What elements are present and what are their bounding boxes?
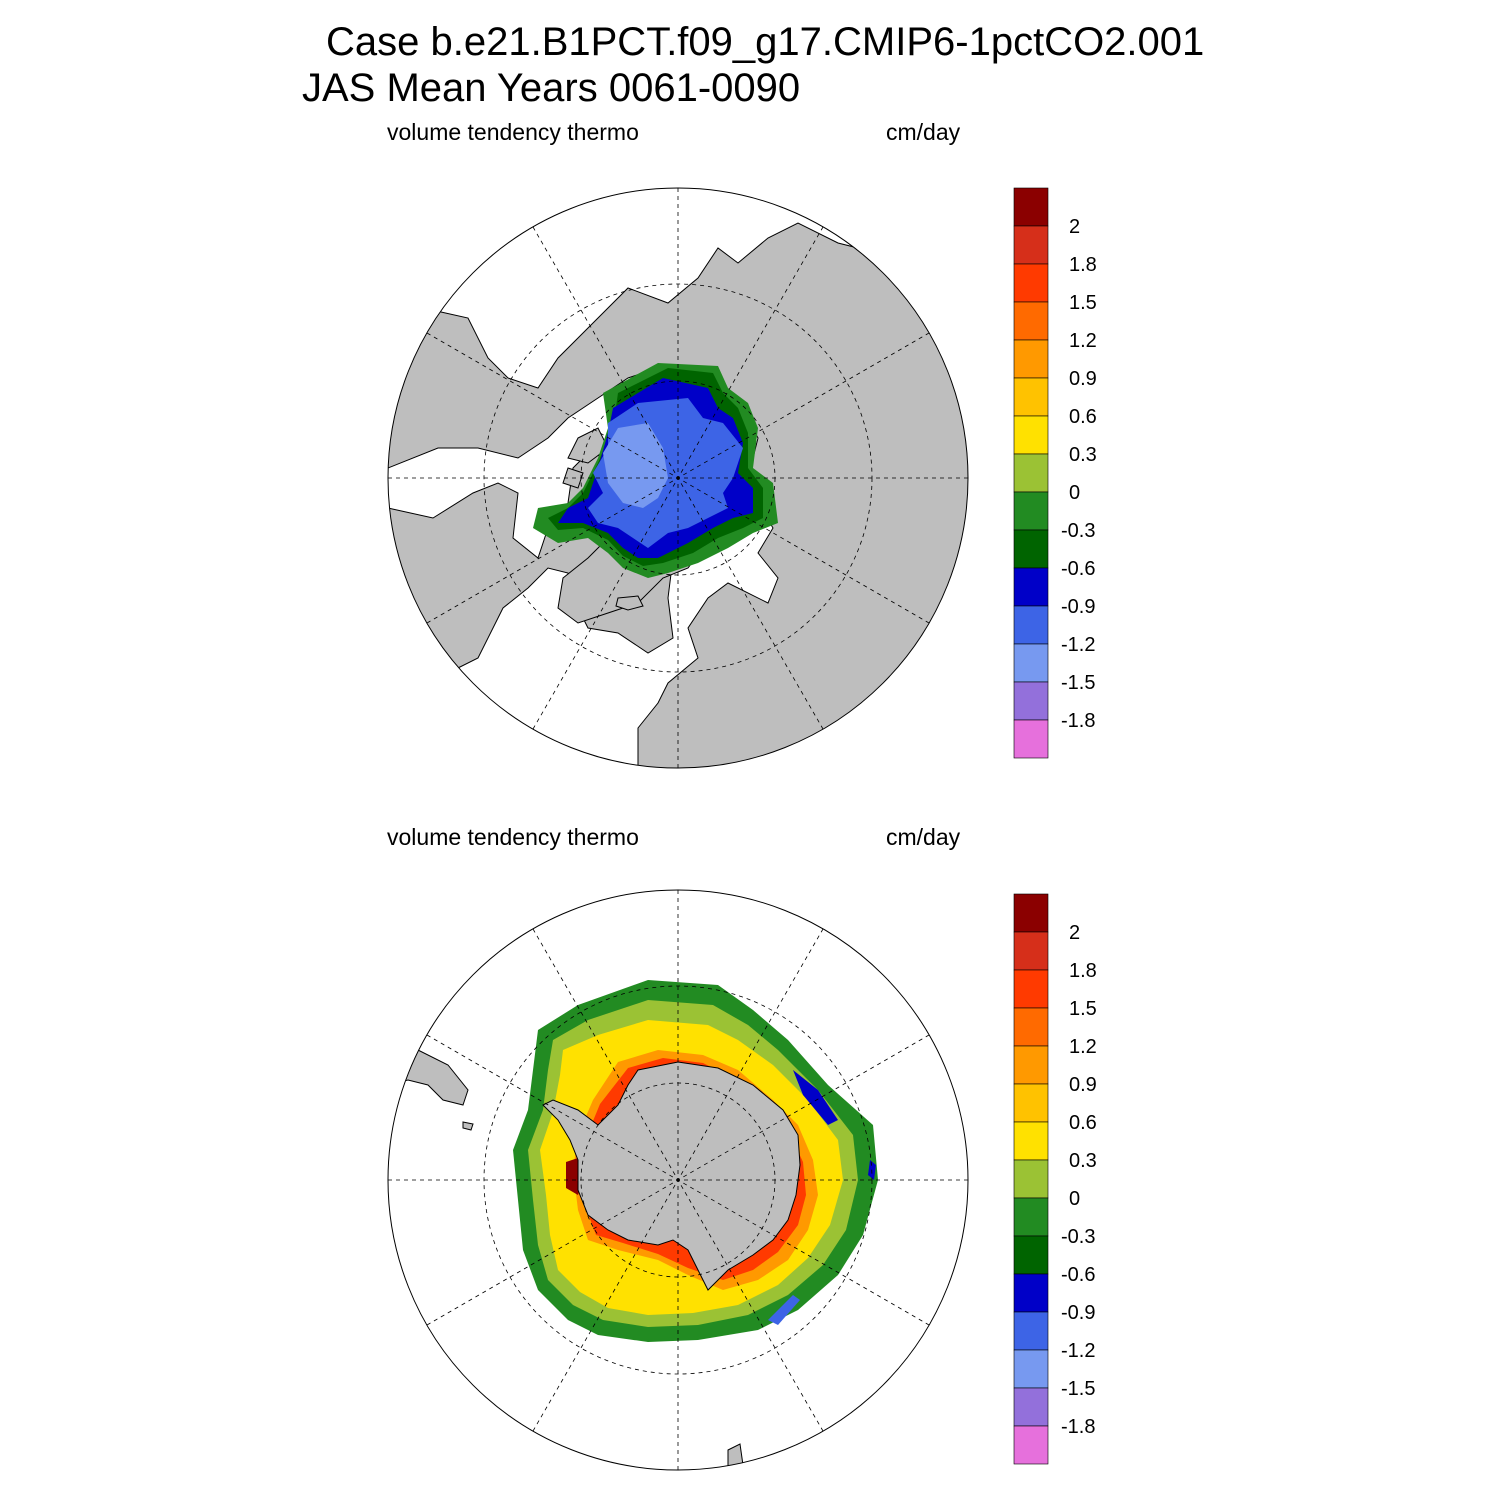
- south-colorbar-tick-label: 0.6: [1069, 1112, 1097, 1134]
- north-ice-field: [533, 363, 778, 578]
- north-colorbar-swatch-2: [1013, 263, 1049, 303]
- north-colorbar: 2 1.8 1.5 1.2 0.9 0.6 0.3 0 -0.3 -0.6 -0.9 -1.2 -1.5…: [1013, 187, 1097, 759]
- north-colorbar-tick-label: 1.8: [1069, 254, 1097, 276]
- north-map-border: [387, 187, 969, 769]
- south-colorbar-swatch-6: [1013, 1121, 1049, 1161]
- north-colorbar-tick-label: -0.9: [1061, 596, 1095, 618]
- south-colorbar-swatch-14: [1013, 1425, 1049, 1465]
- north-colorbar-tick-label: -0.3: [1061, 520, 1095, 542]
- north-colorbar-swatch-4: [1013, 339, 1049, 379]
- north-colorbar-swatch-14: [1013, 719, 1049, 759]
- north-colorbar-tick-label: 0.9: [1069, 368, 1097, 390]
- north-colorbar-swatch-10: [1013, 567, 1049, 607]
- north-colorbar-swatch-9: [1013, 529, 1049, 569]
- south-colorbar-tick-label: -0.9: [1061, 1302, 1095, 1324]
- north-panel-units-label: cm/day: [886, 119, 961, 145]
- south-colorbar-tick-label: 2: [1069, 922, 1080, 944]
- north-field-lightblue-region: [603, 423, 668, 508]
- figure-title-line2: JAS Mean Years 0061-0090: [302, 66, 801, 110]
- north-map-content: [388, 188, 968, 768]
- north-colorbar-tick-label: -1.2: [1061, 634, 1095, 656]
- south-colorbar-swatch-10: [1013, 1273, 1049, 1313]
- north-colorbar-swatch-13: [1013, 681, 1049, 721]
- south-colorbar-tick-label: 0: [1069, 1188, 1080, 1210]
- south-colorbar-swatch-5: [1013, 1083, 1049, 1123]
- north-colorbar-tick-label: 0: [1069, 482, 1080, 504]
- south-polar-map: [387, 889, 969, 1471]
- south-colorbar-tick-label: -0.3: [1061, 1226, 1095, 1248]
- south-field-blue-patch-east: [793, 1070, 838, 1125]
- south-panel-variable-label: volume tendency thermo: [387, 824, 639, 850]
- north-colorbar-swatch-3: [1013, 301, 1049, 341]
- south-colorbar-swatch-1: [1013, 931, 1049, 971]
- south-panel-units-label: cm/day: [886, 824, 961, 850]
- south-field-blue-patch-southeast: [768, 1295, 800, 1325]
- south-map-content: [388, 890, 968, 1470]
- figure-title-line1: Case b.e21.B1PCT.f09_g17.CMIP6-1pctCO2.0…: [326, 20, 1205, 64]
- north-colorbar-tick-label: 0.6: [1069, 406, 1097, 428]
- north-iceland-land: [615, 595, 644, 611]
- south-colorbar-tick-label: -1.8: [1061, 1416, 1095, 1438]
- south-colorbar-tick-label: 0.9: [1069, 1074, 1097, 1096]
- north-colorbar-tick-label: -0.6: [1061, 558, 1095, 580]
- south-map-border: [387, 889, 969, 1471]
- south-colorbar-tick-label: 1.8: [1069, 960, 1097, 982]
- north-colorbar-swatch-5: [1013, 377, 1049, 417]
- south-colorbar-tick-label: -1.2: [1061, 1340, 1095, 1362]
- south-colorbar-tick-label: -0.6: [1061, 1264, 1095, 1286]
- south-colorbar-swatch-2: [1013, 969, 1049, 1009]
- north-colorbar-swatch-12: [1013, 643, 1049, 683]
- south-colorbar-swatch-8: [1013, 1197, 1049, 1237]
- south-colorbar-swatch-4: [1013, 1045, 1049, 1085]
- north-colorbar-swatch-0: [1013, 187, 1049, 227]
- north-colorbar-swatch-1: [1013, 225, 1049, 265]
- north-colorbar-swatch-7: [1013, 453, 1049, 493]
- south-colorbar-swatch-7: [1013, 1159, 1049, 1199]
- north-colorbar-tick-label: 1.5: [1069, 292, 1097, 314]
- south-georgia-land: [462, 1121, 474, 1131]
- south-colorbar-swatch-13: [1013, 1387, 1049, 1427]
- south-colorbar: 2 1.8 1.5 1.2 0.9 0.6 0.3 0 -0.3 -0.6 -0.9 -1.2 -1.5…: [1013, 893, 1097, 1465]
- north-panel-variable-label: volume tendency thermo: [387, 119, 639, 145]
- south-colorbar-tick-label: 1.2: [1069, 1036, 1097, 1058]
- north-colorbar-tick-label: 2: [1069, 216, 1080, 238]
- south-colorbar-tick-label: -1.5: [1061, 1378, 1095, 1400]
- north-colorbar-swatch-8: [1013, 491, 1049, 531]
- north-polar-map: [387, 187, 969, 769]
- south-colorbar-swatch-3: [1013, 1007, 1049, 1047]
- south-colorbar-tick-label: 1.5: [1069, 998, 1097, 1020]
- north-colorbar-swatch-11: [1013, 605, 1049, 645]
- south-colorbar-swatch-12: [1013, 1349, 1049, 1389]
- north-colorbar-tick-label: -1.5: [1061, 672, 1095, 694]
- south-colorbar-swatch-9: [1013, 1235, 1049, 1275]
- south-graticule: [388, 890, 968, 1470]
- north-colorbar-tick-label: -1.8: [1061, 710, 1095, 732]
- north-colorbar-tick-label: 1.2: [1069, 330, 1097, 352]
- south-colorbar-swatch-11: [1013, 1311, 1049, 1351]
- north-colorbar-swatch-6: [1013, 415, 1049, 455]
- north-graticule: [388, 188, 968, 768]
- north-colorbar-tick-label: 0.3: [1069, 444, 1097, 466]
- south-colorbar-tick-label: 0.3: [1069, 1150, 1097, 1172]
- south-colorbar-swatch-0: [1013, 893, 1049, 933]
